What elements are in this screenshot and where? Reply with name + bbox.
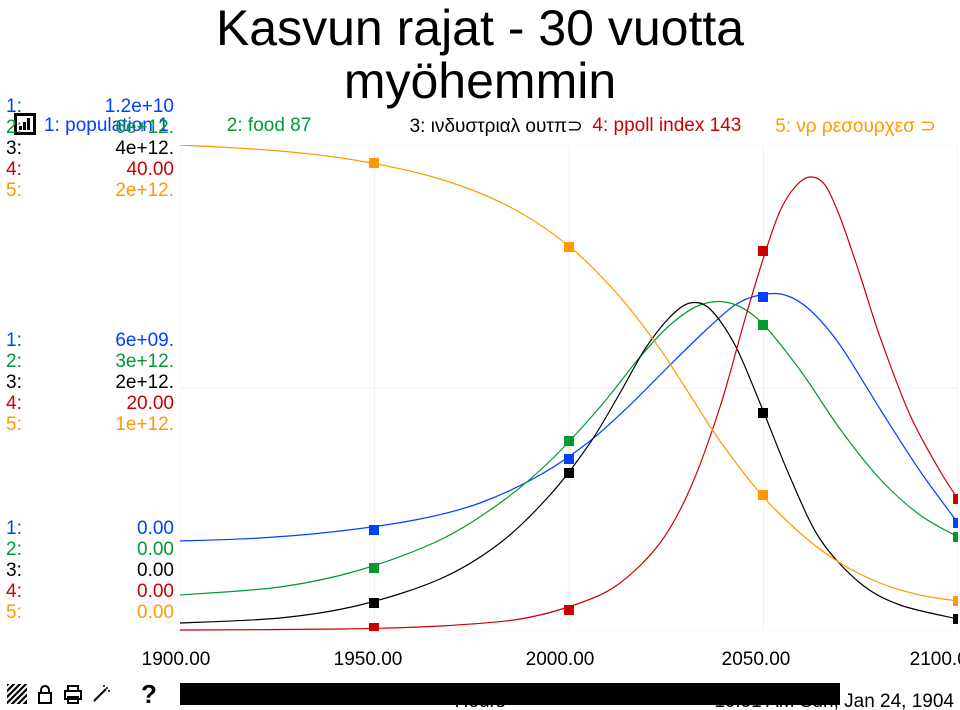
axis-label: 1:1.2e+10 — [0, 97, 180, 118]
marker-5 — [953, 596, 958, 606]
marker-1 — [758, 292, 768, 302]
wand-icon[interactable] — [88, 681, 114, 707]
marker-2 — [953, 532, 958, 542]
status-bar — [180, 683, 840, 705]
x-axis: 1900.001950.002000.002050.002100.00 — [160, 649, 960, 671]
x-tick: 2050.00 — [722, 649, 791, 671]
marker-2 — [564, 436, 574, 446]
y-axis-min: 1:0.002:0.003:0.004:0.005:0.00 — [0, 519, 180, 624]
marker-3 — [953, 614, 958, 624]
marker-5 — [564, 242, 574, 252]
axis-label: 1:6e+09. — [0, 331, 180, 352]
toolbar: ? — [4, 680, 840, 708]
x-tick: 1950.00 — [334, 649, 403, 671]
axis-label: 3:2e+12. — [0, 373, 180, 394]
marker-3 — [564, 468, 574, 478]
marker-1 — [369, 525, 379, 535]
x-tick: 2100.00 — [910, 649, 960, 671]
marker-2 — [758, 320, 768, 330]
axis-label: 3:0.00 — [0, 561, 180, 582]
y-axis-max: 1:1.2e+102:6e+12.3:4e+12.4:40.005:2e+12. — [0, 97, 180, 202]
axis-label: 2:0.00 — [0, 540, 180, 561]
legend-item-5: 5: νρ ρεσουρχεσ ⊃ — [775, 115, 958, 139]
marker-4 — [953, 494, 958, 504]
x-tick: 2000.00 — [526, 649, 595, 671]
marker-5 — [758, 490, 768, 500]
y-axis-mid: 1:6e+09.2:3e+12.3:2e+12.4:20.005:1e+12. — [0, 331, 180, 436]
marker-4 — [369, 623, 379, 631]
axis-label: 3:4e+12. — [0, 139, 180, 160]
help-icon[interactable]: ? — [136, 681, 162, 707]
plot-region — [180, 145, 958, 631]
page-title: Kasvun rajat - 30 vuotta myöhemmin — [0, 0, 960, 107]
legend-item-4: 4: ppoll index 143 — [592, 115, 775, 139]
marker-4 — [758, 246, 768, 256]
axis-label: 5:0.00 — [0, 603, 180, 624]
x-tick: 1900.00 — [142, 649, 211, 671]
print-icon[interactable] — [60, 681, 86, 707]
marker-4 — [564, 605, 574, 615]
axis-label: 5:1e+12. — [0, 415, 180, 436]
legend-item-3: 3: ινδυστριαλ ουτπ⊃ — [410, 115, 593, 139]
chart-area: 1: population 12: food 873: ινδυστριαλ ο… — [0, 115, 960, 671]
axis-label: 4:20.00 — [0, 394, 180, 415]
axis-label: 5:2e+12. — [0, 181, 180, 202]
marker-5 — [369, 158, 379, 168]
hatch-icon[interactable] — [4, 681, 30, 707]
plot-svg — [180, 145, 958, 631]
title-line1: Kasvun rajat - 30 vuotta — [0, 2, 960, 55]
marker-2 — [369, 563, 379, 573]
legend-item-2: 2: food 87 — [227, 115, 410, 139]
legend: 1: population 12: food 873: ινδυστριαλ ο… — [44, 115, 958, 139]
marker-1 — [564, 454, 574, 464]
axis-label: 2:3e+12. — [0, 352, 180, 373]
axis-label: 2:6e+12. — [0, 118, 180, 139]
marker-3 — [369, 598, 379, 608]
axis-label: 4:0.00 — [0, 582, 180, 603]
axis-label: 4:40.00 — [0, 160, 180, 181]
marker-3 — [758, 408, 768, 418]
axis-label: 1:0.00 — [0, 519, 180, 540]
lock-icon[interactable] — [32, 681, 58, 707]
marker-1 — [953, 518, 958, 528]
